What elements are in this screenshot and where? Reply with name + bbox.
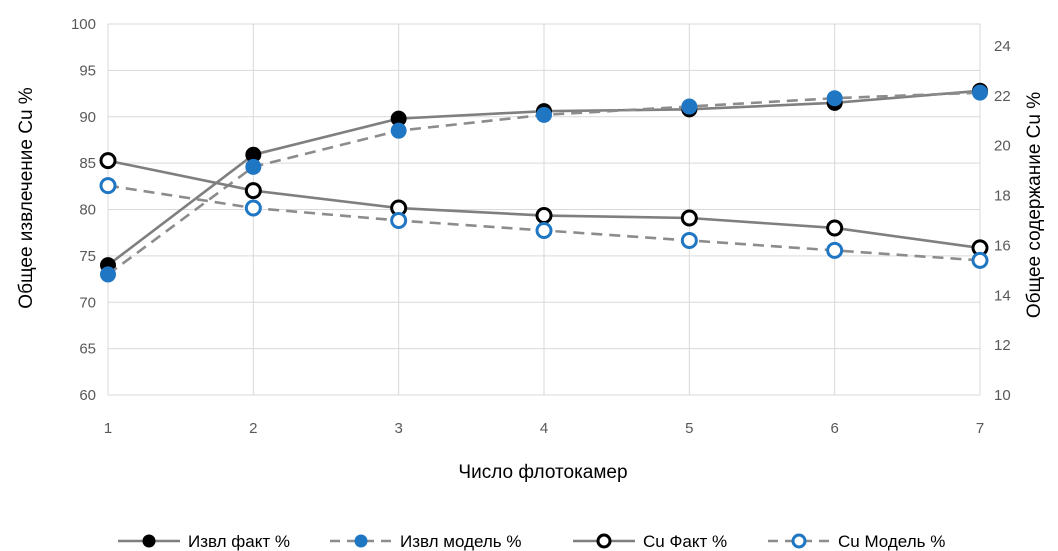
- y-tick-label-left: 75: [79, 248, 96, 265]
- y-tick-label-right: 18: [994, 188, 1011, 205]
- y-axis-left-ticks: 60 65 70 75 80 85 90 95 100: [71, 16, 96, 404]
- y-tick-label-left: 65: [79, 341, 96, 358]
- series-3: [99, 152, 989, 257]
- data-point: [972, 84, 988, 101]
- data-point: [390, 212, 408, 229]
- x-tick-label: 1: [104, 420, 112, 437]
- legend-item-4: Cu Модель %: [768, 532, 945, 551]
- legend-label: Cu Модель %: [838, 532, 945, 551]
- x-axis-title: Число флотокамер: [458, 462, 627, 483]
- y-tick-label-left: 95: [79, 62, 96, 79]
- legend-item-3: Cu Факт %: [573, 532, 727, 551]
- x-tick-label: 6: [830, 420, 838, 437]
- data-point: [536, 106, 552, 123]
- series-layer: [99, 82, 989, 283]
- data-point: [681, 98, 698, 115]
- legend-marker: [142, 534, 156, 548]
- data-point: [535, 207, 553, 225]
- data-point: [680, 231, 698, 249]
- data-point: [99, 177, 117, 195]
- y-tick-label-left: 90: [79, 109, 96, 126]
- y-tick-label-right: 16: [994, 237, 1011, 254]
- legend-marker: [791, 533, 807, 549]
- y-tick-label-right: 24: [994, 38, 1011, 55]
- x-tick-label: 7: [976, 420, 984, 437]
- data-point: [245, 158, 262, 175]
- y-tick-label-right: 22: [994, 88, 1011, 105]
- x-axis-ticks: 1 2 3 4 5 6 7: [104, 420, 984, 437]
- series-2: [100, 84, 988, 283]
- data-point: [244, 182, 262, 200]
- legend-item-2: Извл модель %: [330, 532, 522, 551]
- y-tick-label-left: 85: [79, 155, 96, 172]
- x-tick-label: 3: [394, 420, 402, 437]
- data-point: [680, 209, 698, 227]
- y-tick-label-left: 70: [79, 294, 96, 311]
- y-tick-label-right: 10: [994, 387, 1011, 404]
- legend-label: Извл факт %: [188, 532, 290, 551]
- data-point: [826, 241, 844, 259]
- data-point: [826, 219, 844, 237]
- y-tick-label-left: 60: [79, 387, 96, 404]
- legend-label: Извл модель %: [400, 532, 522, 551]
- data-point: [390, 122, 407, 139]
- data-point: [971, 251, 989, 269]
- data-point: [244, 199, 262, 217]
- legend: Извл факт % Извл модель % Cu Факт % Cu Моде…: [118, 532, 945, 551]
- y-tick-label-left: 80: [79, 202, 96, 219]
- x-tick-label: 4: [540, 420, 548, 437]
- y-tick-label-left: 100: [71, 16, 96, 33]
- legend-item-1: Извл факт %: [118, 532, 290, 551]
- y-tick-label-right: 14: [994, 287, 1011, 304]
- data-point: [535, 221, 553, 239]
- y-axis-left-title: Общее извлечение Cu %: [16, 87, 37, 308]
- x-tick-label: 5: [685, 420, 693, 437]
- data-point: [100, 266, 116, 283]
- series-4: [99, 177, 989, 269]
- y-axis-right-ticks: 10 12 14 16 18 20 22 24: [994, 38, 1011, 404]
- y-tick-label-right: 12: [994, 337, 1011, 354]
- legend-marker: [596, 533, 612, 549]
- x-tick-label: 2: [249, 420, 257, 437]
- data-point: [99, 152, 117, 170]
- y-axis-right-title: Общее содержание Cu %: [1024, 92, 1045, 318]
- data-point: [826, 90, 843, 107]
- legend-marker: [354, 534, 368, 548]
- legend-label: Cu Факт %: [643, 532, 727, 551]
- y-tick-label-right: 20: [994, 138, 1011, 155]
